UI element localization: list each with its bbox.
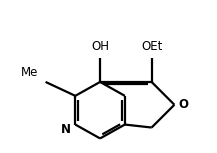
Text: OEt: OEt (141, 40, 162, 53)
Text: O: O (178, 98, 188, 111)
Text: Me: Me (21, 66, 39, 79)
Text: OH: OH (91, 40, 109, 53)
Text: N: N (61, 123, 71, 136)
